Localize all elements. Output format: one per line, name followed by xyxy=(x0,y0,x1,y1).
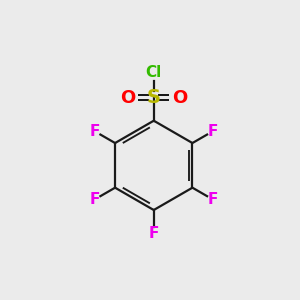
Text: F: F xyxy=(207,124,218,139)
Text: Cl: Cl xyxy=(146,65,162,80)
Text: F: F xyxy=(90,124,100,139)
Text: O: O xyxy=(172,88,188,106)
Text: S: S xyxy=(147,88,161,107)
Text: F: F xyxy=(207,192,218,207)
Text: O: O xyxy=(120,88,135,106)
Text: F: F xyxy=(148,226,159,241)
Text: F: F xyxy=(90,192,100,207)
